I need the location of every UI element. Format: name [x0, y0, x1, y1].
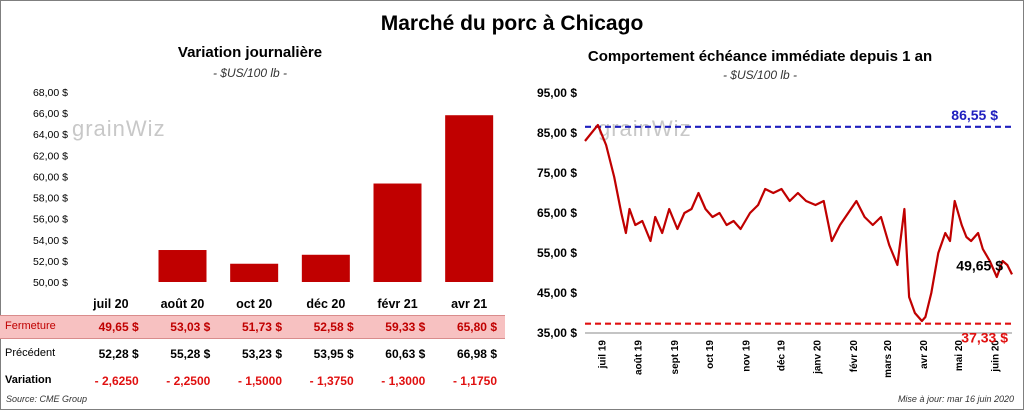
- prev-cell: 55,28 $: [170, 347, 211, 361]
- right-x-tick: juin 20: [990, 340, 1001, 373]
- var-cell: - 1,5000: [237, 374, 282, 388]
- close-cell: 51,73 $: [241, 320, 282, 334]
- source-note: Source: CME Group: [6, 394, 88, 404]
- close-cell: 53,03 $: [170, 320, 211, 334]
- right-x-tick: oct 19: [705, 340, 716, 369]
- max-label: 86,55 $: [951, 107, 998, 123]
- main-title: Marché du porc à Chicago: [380, 12, 644, 35]
- min-label: 37,33 $: [961, 330, 1008, 346]
- close-row-label: Fermeture: [5, 320, 56, 332]
- left-y-tick: 60,00 $: [33, 171, 68, 183]
- var-cell: - 1,3750: [309, 374, 354, 388]
- right-y-tick: 95,00 $: [537, 86, 577, 100]
- right-x-tick: janv 20: [813, 340, 824, 375]
- right-x-tick: déc 19: [776, 340, 787, 372]
- close-cell: 49,65 $: [98, 320, 139, 334]
- prev-cell: 52,28 $: [98, 347, 139, 361]
- right-x-tick: mai 20: [954, 340, 965, 372]
- left-y-tick: 54,00 $: [33, 235, 68, 247]
- right-chart-title: Comportement échéance immédiate depuis 1…: [587, 48, 933, 65]
- price-line: [584, 123, 1013, 323]
- left-y-tick: 62,00 $: [33, 150, 68, 162]
- var-cell: - 1,3000: [381, 374, 426, 388]
- watermark-right: grainWiz: [598, 116, 692, 141]
- right-y-tick: 85,00 $: [537, 126, 577, 140]
- left-y-tick: 58,00 $: [33, 193, 68, 205]
- left-y-tick: 68,00 $: [33, 87, 68, 99]
- left-x-tick: avr 21: [451, 297, 487, 311]
- prev-cell: 60,63 $: [385, 347, 426, 361]
- close-cell: 59,33 $: [385, 320, 426, 334]
- left-x-tick: oct 20: [236, 297, 272, 311]
- var-cell: - 2,6250: [94, 374, 139, 388]
- prev-cell: 66,98 $: [456, 347, 497, 361]
- left-y-tick: 66,00 $: [33, 108, 68, 120]
- last-label: 49,65 $: [956, 257, 1003, 273]
- left-bar: [158, 250, 207, 282]
- left-y-tick: 56,00 $: [33, 214, 68, 226]
- watermark-left: grainWiz: [72, 116, 166, 141]
- right-chart-subtitle: - $US/100 lb -: [722, 68, 798, 82]
- left-y-tick: 64,00 $: [33, 129, 68, 141]
- right-x-tick: mars 20: [883, 340, 894, 378]
- left-x-tick: août 20: [161, 297, 205, 311]
- right-x-tick: nov 19: [741, 340, 752, 372]
- right-x-tick: août 19: [634, 340, 645, 375]
- right-y-tick: 45,00 $: [537, 286, 577, 300]
- left-chart-title: Variation journalière: [177, 44, 323, 61]
- prev-cell: 53,95 $: [313, 347, 354, 361]
- var-cell: - 1,1750: [452, 374, 497, 388]
- left-bar: [373, 183, 422, 282]
- right-x-tick: sept 19: [670, 340, 681, 375]
- prev-row-label: Précédent: [5, 347, 56, 359]
- right-x-tick: juil 19: [597, 340, 608, 370]
- right-x-tick: avr 20: [919, 340, 930, 369]
- prev-cell: 53,23 $: [241, 347, 282, 361]
- left-x-tick: févr 21: [377, 297, 417, 311]
- left-chart-subtitle: - $US/100 lb -: [212, 66, 288, 80]
- left-x-tick: déc 20: [306, 297, 345, 311]
- var-row-label: Variation: [5, 374, 52, 386]
- left-bar: [230, 263, 279, 282]
- left-x-tick: juil 20: [92, 297, 128, 311]
- left-bar: [445, 115, 494, 282]
- right-x-tick: févr 20: [849, 340, 860, 373]
- right-y-tick: 65,00 $: [537, 206, 577, 220]
- right-y-tick: 75,00 $: [537, 166, 577, 180]
- right-y-tick: 35,00 $: [537, 326, 577, 340]
- left-y-tick: 52,00 $: [33, 256, 68, 268]
- close-cell: 65,80 $: [456, 320, 497, 334]
- right-y-tick: 55,00 $: [537, 246, 577, 260]
- update-note: Mise à jour: mar 16 juin 2020: [897, 394, 1014, 404]
- left-y-tick: 50,00 $: [33, 277, 68, 289]
- left-bar: [301, 254, 350, 282]
- close-cell: 52,58 $: [313, 320, 354, 334]
- var-cell: - 2,2500: [166, 374, 211, 388]
- close-row-band: [0, 315, 505, 339]
